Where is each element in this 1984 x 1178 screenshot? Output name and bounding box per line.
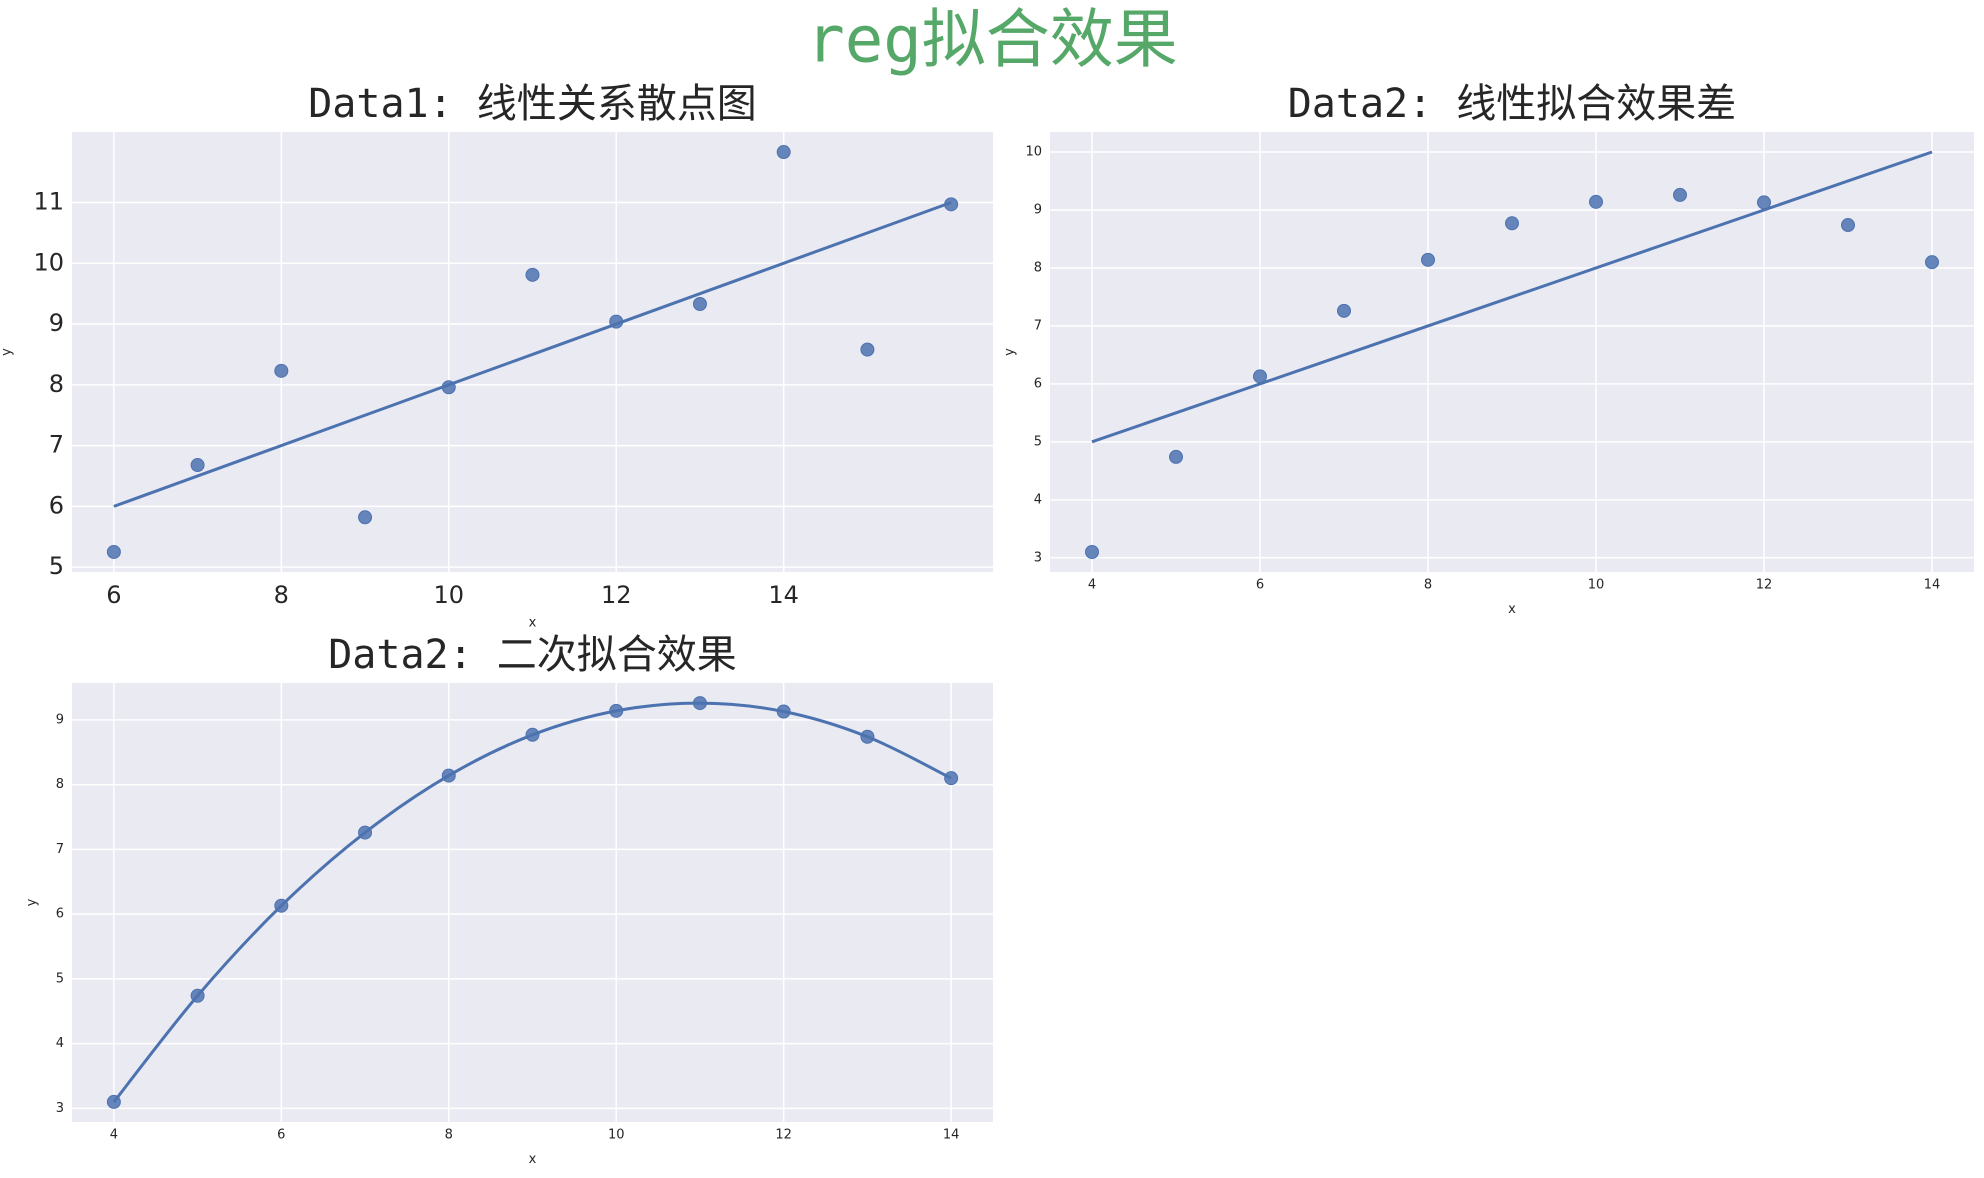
data-point — [860, 342, 875, 357]
data-point — [1505, 216, 1519, 231]
y-tick-label: 4 — [1034, 492, 1042, 507]
data-point — [106, 1094, 121, 1109]
data-point — [441, 768, 456, 783]
x-tick-label: 8 — [1424, 578, 1432, 593]
data-point — [1169, 449, 1183, 464]
x-tick-label: 12 — [775, 1128, 792, 1143]
x-tick-label: 6 — [106, 581, 121, 609]
x-axis-label: x — [529, 1152, 537, 1167]
y-tick-label: 8 — [1034, 260, 1042, 275]
data-point — [441, 380, 456, 395]
x-tick-label: 14 — [768, 581, 799, 609]
chart-title: Data2: 二次拟合效果 — [328, 632, 737, 678]
y-tick-label: 6 — [1034, 376, 1042, 391]
data-point — [1925, 255, 1939, 270]
data-point — [274, 898, 289, 913]
plot-area — [1050, 132, 1974, 572]
x-tick-label: 4 — [1088, 578, 1096, 593]
y-tick-label: 9 — [49, 309, 64, 337]
x-axis-label: x — [529, 615, 537, 630]
data-point — [190, 988, 205, 1003]
y-tick-label: 3 — [56, 1101, 64, 1116]
fit-line — [113, 201, 952, 508]
data-point — [776, 704, 791, 719]
x-tick-label: 8 — [274, 581, 289, 609]
y-tick-label: 10 — [1025, 145, 1042, 160]
y-tick-label: 3 — [1034, 550, 1042, 565]
data-point — [106, 544, 121, 559]
x-tick-label: 4 — [110, 1128, 118, 1143]
data-point — [190, 458, 205, 473]
chart-title: Data2: 线性拟合效果差 — [1288, 81, 1737, 127]
x-tick-label: 14 — [943, 1128, 960, 1143]
data-point — [1253, 369, 1267, 384]
y-axis-label: y — [25, 898, 40, 906]
chart-title: Data1: 线性关系散点图 — [308, 81, 757, 127]
data-point — [609, 314, 624, 329]
x-tick-label: 12 — [601, 581, 632, 609]
data-point — [1421, 252, 1435, 267]
fit-line — [1091, 150, 1933, 444]
x-tick-label: 10 — [433, 581, 464, 609]
data-point — [692, 696, 707, 711]
y-tick-label: 5 — [49, 552, 64, 580]
x-tick-label: 10 — [1588, 578, 1605, 593]
x-tick-label: 14 — [1924, 578, 1941, 593]
y-tick-label: 4 — [56, 1036, 64, 1051]
data-point — [525, 727, 540, 742]
data-point — [860, 729, 875, 744]
fit-line — [112, 701, 952, 1103]
y-tick-label: 7 — [49, 431, 64, 459]
y-tick-label: 11 — [33, 187, 64, 215]
y-tick-label: 9 — [1034, 202, 1042, 217]
data-point — [358, 510, 373, 525]
x-axis-label: x — [1508, 602, 1516, 617]
data-point — [525, 267, 540, 282]
y-tick-label: 6 — [56, 907, 64, 922]
y-tick-label: 7 — [56, 842, 64, 857]
data-point — [358, 825, 373, 840]
x-tick-label: 6 — [1256, 578, 1264, 593]
y-tick-label: 7 — [1034, 318, 1042, 333]
data-point — [1589, 194, 1603, 209]
x-tick-label: 6 — [277, 1128, 285, 1143]
y-tick-label: 6 — [49, 491, 64, 519]
data-point — [692, 296, 707, 311]
y-tick-label: 8 — [56, 777, 64, 792]
y-tick-label: 5 — [56, 971, 64, 986]
data-point — [944, 197, 959, 212]
y-tick-label: 10 — [33, 248, 64, 276]
x-tick-label: 12 — [1756, 578, 1773, 593]
plot-area — [72, 132, 993, 572]
data-point — [1337, 303, 1351, 318]
data-point — [609, 703, 624, 718]
y-axis-label: y — [0, 348, 14, 356]
data-point — [1841, 218, 1855, 233]
data-point — [776, 145, 791, 160]
x-tick-label: 10 — [608, 1128, 625, 1143]
data-point — [1757, 195, 1771, 210]
y-axis-label: y — [1003, 348, 1018, 356]
y-tick-label: 8 — [49, 370, 64, 398]
data-point — [274, 363, 289, 378]
figure-title: reg拟合效果 — [806, 4, 1178, 78]
data-point — [944, 771, 959, 786]
y-tick-label: 9 — [56, 712, 64, 727]
data-point — [1673, 187, 1687, 202]
data-point — [1085, 545, 1099, 559]
x-tick-label: 8 — [445, 1128, 453, 1143]
y-tick-label: 5 — [1034, 434, 1042, 449]
plot-area — [72, 683, 993, 1122]
